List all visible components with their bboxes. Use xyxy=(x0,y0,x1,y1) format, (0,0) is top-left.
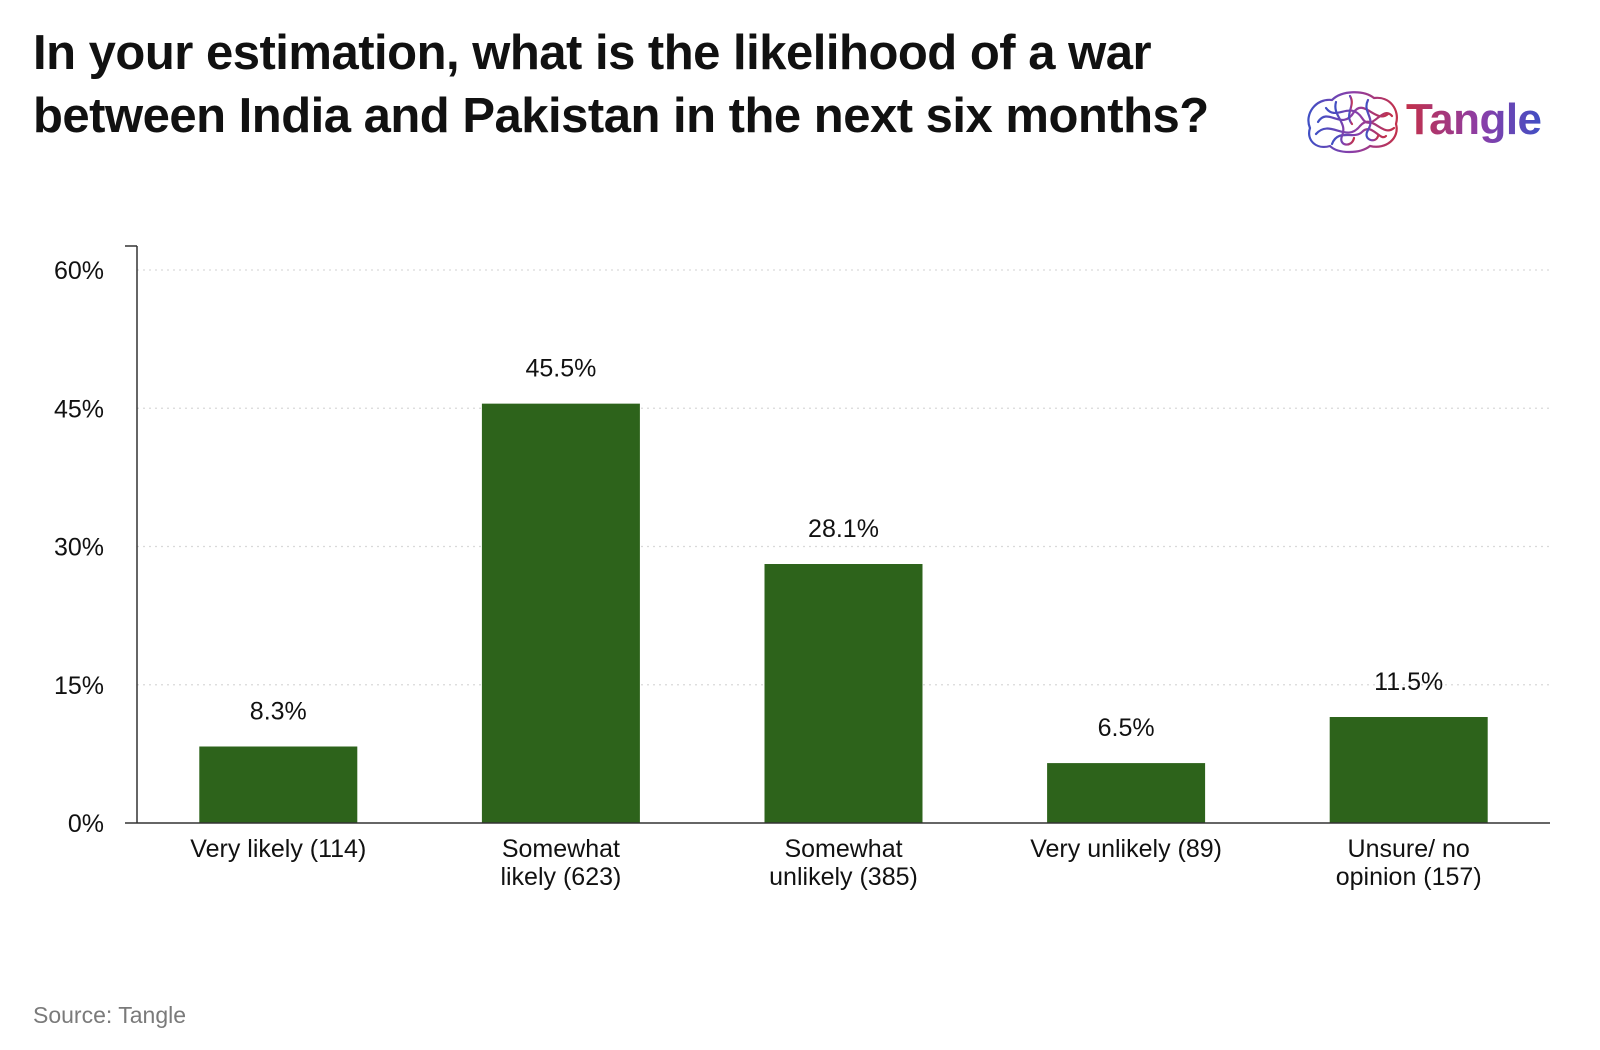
x-category-label: Very likely (114) xyxy=(190,835,366,863)
x-category-label: Unsure/ no opinion (157) xyxy=(1336,835,1482,891)
y-tick-label: 0% xyxy=(68,810,104,838)
bar-chart: 0% 15% 30% 45% 60% 8.3% 45.5% 28.1% 6.5% 11.5% V… xyxy=(54,245,1550,891)
x-category-label: Somewhat unlikely (385) xyxy=(769,835,918,891)
tangled-brain-icon xyxy=(1307,91,1398,154)
value-labels: 8.3% 45.5% 28.1% 6.5% 11.5% xyxy=(250,355,1443,742)
bar-value-label: 45.5% xyxy=(525,355,596,383)
bar-value-label: 6.5% xyxy=(1098,714,1155,742)
y-tick-label: 45% xyxy=(54,395,104,423)
y-tick-label: 30% xyxy=(54,534,104,562)
gridlines xyxy=(137,269,1550,686)
x-category-label: Somewhat likely (623) xyxy=(500,835,621,891)
bar-value-label: 11.5% xyxy=(1374,668,1443,696)
bar xyxy=(199,746,358,823)
bar xyxy=(1329,717,1488,823)
bar-value-label: 28.1% xyxy=(808,515,879,543)
source-note: Source: Tangle xyxy=(33,1002,187,1028)
y-tick-label: 60% xyxy=(54,257,104,285)
y-tick-label: 15% xyxy=(54,672,104,700)
bar xyxy=(481,403,640,823)
y-axis-ticks: 0% 15% 30% 45% 60% xyxy=(54,257,104,838)
bars xyxy=(199,403,1488,823)
chart-title: In your estimation, what is the likeliho… xyxy=(33,26,1209,143)
bar-value-label: 8.3% xyxy=(250,698,307,726)
x-category-label: Very unlikely (89) xyxy=(1030,835,1222,863)
tangle-wordmark: Tangle xyxy=(1406,92,1542,148)
tangle-logo: Tangle xyxy=(1302,88,1562,154)
bar xyxy=(764,564,923,823)
axes xyxy=(125,245,1550,824)
x-axis-categories: Very likely (114) Somewhat likely (623) Som… xyxy=(190,835,1481,891)
bar xyxy=(1047,763,1206,823)
